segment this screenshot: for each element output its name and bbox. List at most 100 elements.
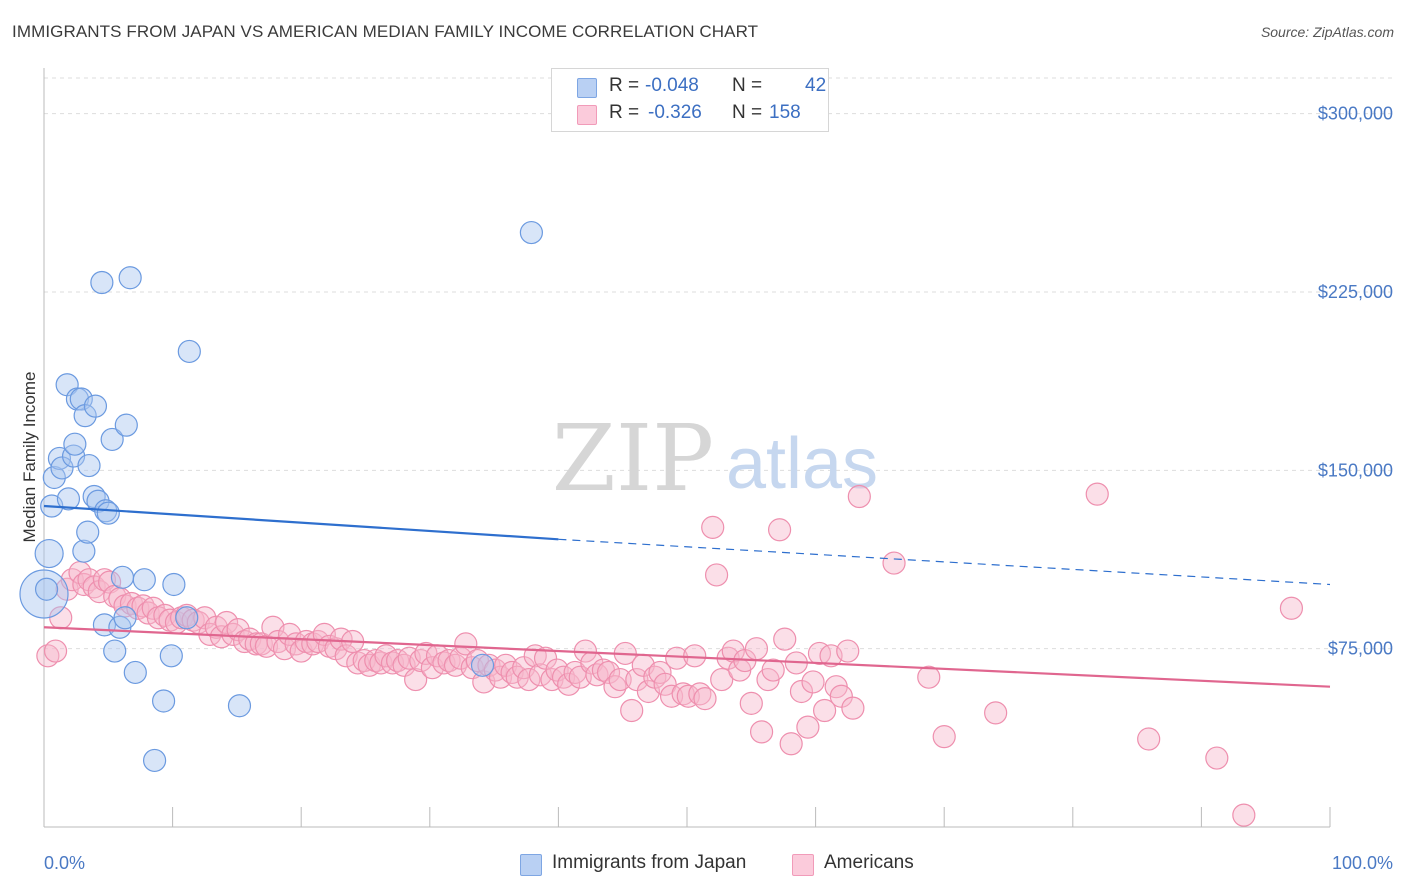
data-point xyxy=(847,484,871,509)
bottom-swatch-japan xyxy=(520,854,542,876)
data-point xyxy=(533,646,558,670)
data-point xyxy=(132,568,156,592)
data-point xyxy=(454,632,478,656)
data-point xyxy=(73,404,97,428)
data-point xyxy=(77,453,101,478)
data-point xyxy=(42,465,66,490)
data-point xyxy=(796,715,820,739)
data-point xyxy=(1205,746,1229,770)
bottom-swatch-americans xyxy=(792,854,814,876)
data-point xyxy=(123,660,147,685)
data-point xyxy=(749,720,774,744)
data-point xyxy=(437,648,461,673)
data-point xyxy=(43,639,68,663)
data-point xyxy=(648,660,672,685)
data-point xyxy=(693,686,717,711)
legend-r-label: R = xyxy=(609,75,640,96)
data-point xyxy=(34,538,64,569)
data-point xyxy=(882,551,906,575)
data-point xyxy=(100,427,124,452)
data-point xyxy=(19,569,69,619)
data-point xyxy=(34,577,59,601)
data-point xyxy=(665,646,689,670)
data-point xyxy=(113,606,137,630)
data-point xyxy=(596,660,621,685)
data-point xyxy=(96,501,120,525)
data-point xyxy=(984,701,1008,725)
legend-n-label: N = xyxy=(732,75,763,96)
legend-swatch-japan xyxy=(577,78,597,98)
data-point xyxy=(683,644,707,668)
data-point xyxy=(789,679,814,704)
data-point xyxy=(1085,482,1109,506)
legend-r-label: R = xyxy=(609,102,640,123)
data-point xyxy=(50,456,74,480)
data-point xyxy=(83,394,108,418)
data-point xyxy=(653,672,677,696)
legend-row-americans: R = -0.326 N = 158 xyxy=(552,102,828,128)
bottom-legend-americans-label: Americans xyxy=(824,852,914,873)
data-point xyxy=(86,489,110,513)
japan-points xyxy=(19,220,543,773)
data-point xyxy=(767,518,792,542)
data-point xyxy=(801,670,825,694)
y-tick-label: $225,000 xyxy=(1318,282,1393,302)
x-tick-labels: 0.0% 100.0% xyxy=(44,853,1393,873)
source-credit: Source: ZipAtlas.com xyxy=(1260,24,1394,40)
bottom-legend-japan: Immigrants from Japan xyxy=(520,852,780,878)
y-axis-label: Median Family Income xyxy=(20,371,39,542)
y-tick-label: $150,000 xyxy=(1318,460,1393,480)
axes xyxy=(43,68,1331,828)
data-point xyxy=(151,689,176,713)
data-point xyxy=(676,684,700,708)
trend-line-japan xyxy=(43,504,559,541)
data-point xyxy=(557,672,581,696)
data-point xyxy=(477,653,501,677)
data-point xyxy=(744,637,769,661)
data-point xyxy=(1137,727,1161,751)
watermark: ZIP atlas xyxy=(552,405,878,512)
watermark-zip: ZIP xyxy=(552,405,714,512)
chart-title: IMMIGRANTS FROM JAPAN VS AMERICAN MEDIAN… xyxy=(12,22,759,41)
legend-n-value: 158 xyxy=(769,102,801,123)
data-point xyxy=(773,627,797,651)
data-point xyxy=(519,220,543,245)
legend-n-value: 42 xyxy=(805,75,827,96)
data-point xyxy=(177,339,201,364)
legend-row-japan: R = -0.048 N = 42 xyxy=(552,75,828,101)
legend-n-label: N = xyxy=(732,102,763,123)
bottom-legend-americans: Americans xyxy=(792,852,952,878)
watermark-atlas: atlas xyxy=(726,424,878,504)
data-point xyxy=(103,639,127,663)
x-tick-label: 100.0% xyxy=(1332,853,1393,873)
data-point xyxy=(47,446,72,471)
data-point xyxy=(585,663,609,687)
data-point xyxy=(175,606,199,630)
data-point xyxy=(807,641,832,666)
data-point xyxy=(659,684,684,708)
data-point xyxy=(710,667,734,692)
data-point xyxy=(739,691,763,715)
data-point xyxy=(110,565,135,589)
data-point xyxy=(254,634,279,658)
data-point xyxy=(761,658,785,682)
data-point xyxy=(63,432,87,456)
data-point xyxy=(215,610,239,635)
data-point xyxy=(932,725,956,749)
data-point xyxy=(620,698,644,723)
americans-points xyxy=(36,482,1304,827)
data-point xyxy=(704,563,729,587)
data-point xyxy=(162,572,186,597)
data-point xyxy=(142,748,167,773)
data-point xyxy=(779,732,803,756)
data-point xyxy=(625,667,649,692)
data-point xyxy=(917,665,941,689)
data-point xyxy=(829,684,853,708)
y-tick-labels: $75,000 $150,000 $225,000 $300,000 xyxy=(1318,104,1393,659)
grid-lines xyxy=(44,77,1392,650)
trend-lines xyxy=(43,504,1331,688)
y-tick-label: $300,000 xyxy=(1318,104,1393,124)
data-point xyxy=(841,696,865,720)
data-point xyxy=(56,487,81,511)
